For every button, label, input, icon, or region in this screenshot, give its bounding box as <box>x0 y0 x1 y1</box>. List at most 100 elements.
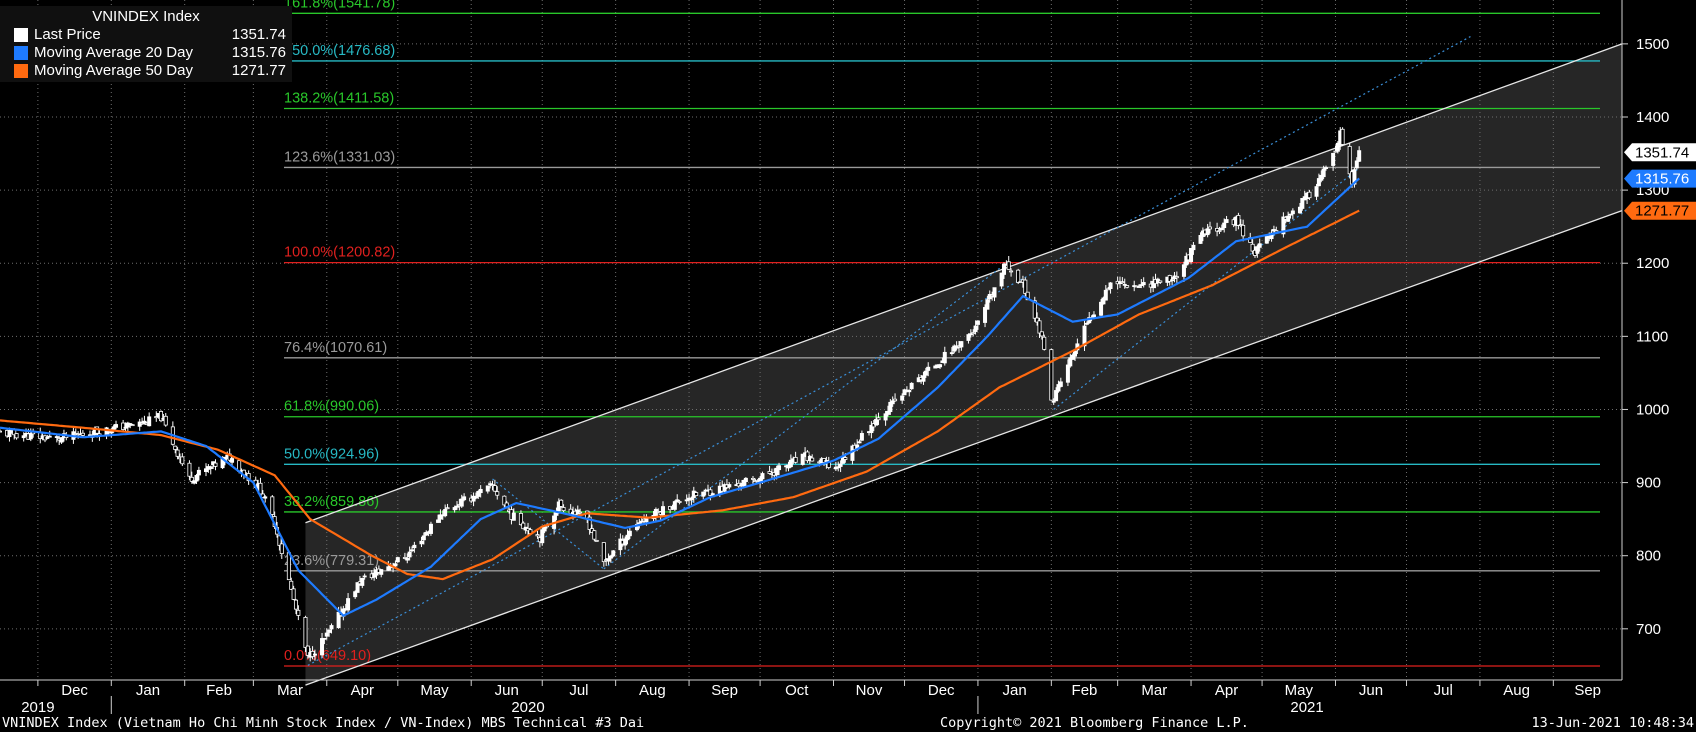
candle-body <box>777 465 782 471</box>
candle-body <box>355 582 360 593</box>
candle-body <box>303 616 308 648</box>
candle-body <box>559 499 564 507</box>
ma20-line <box>0 177 1360 618</box>
candle-body <box>114 424 119 428</box>
candle-body <box>445 507 450 510</box>
candle-body <box>123 426 128 429</box>
candle-body <box>258 482 263 495</box>
candle-body <box>1016 269 1021 283</box>
candle-body <box>412 544 417 549</box>
fib-level-label: 100.0%(1200.82) <box>284 245 395 261</box>
candle-body <box>625 534 630 541</box>
trend-line <box>307 36 1471 666</box>
candle-body <box>1264 235 1269 244</box>
candle-body <box>1065 364 1070 383</box>
candle-body <box>293 599 298 610</box>
chart-title: VNINDEX Index <box>92 8 200 25</box>
candle-body <box>1181 264 1186 277</box>
candle-body <box>876 417 881 421</box>
candle-body <box>163 415 168 426</box>
x-month-label: Jun <box>495 682 519 699</box>
candle-body <box>154 416 159 419</box>
candle-body <box>968 333 973 336</box>
candle-body <box>971 332 976 335</box>
candle-body <box>128 423 133 425</box>
fib-level-label: 76.4%(1070.61) <box>284 340 387 356</box>
candle-body <box>1335 142 1340 152</box>
candle-body <box>488 483 493 486</box>
candle-body <box>511 512 516 521</box>
candle-body <box>1189 248 1194 263</box>
candle-body <box>28 433 33 440</box>
candle-body <box>888 401 893 413</box>
candle-body <box>1037 320 1042 334</box>
legend-value: 1315.76 <box>231 44 286 61</box>
candle-body <box>694 492 699 497</box>
fib-level-label: 38.2%(859.86) <box>284 494 379 510</box>
candle-body <box>750 477 755 480</box>
y-tick-label: 1000 <box>1636 401 1669 418</box>
candle-body <box>192 480 197 484</box>
legend-value: 1351.74 <box>231 26 286 43</box>
candle-body <box>1106 288 1111 291</box>
candle-body <box>175 449 180 457</box>
y-tick-label: 1400 <box>1636 109 1669 126</box>
candle-body <box>473 496 478 499</box>
candle-body <box>1158 280 1163 283</box>
candle-body <box>173 445 178 450</box>
candle-body <box>653 508 658 517</box>
candle-body <box>147 416 152 427</box>
candle-body <box>159 411 164 422</box>
candle-body <box>923 370 928 376</box>
candle-body <box>568 508 573 515</box>
candle-body <box>883 413 888 421</box>
candle-body <box>788 459 793 468</box>
candle-body <box>312 653 317 656</box>
candle-body <box>1241 224 1246 237</box>
candle-body <box>743 477 748 482</box>
candle-body <box>14 433 19 439</box>
candle-body <box>1281 216 1286 235</box>
legend-value: 1271.77 <box>231 62 286 79</box>
candle-body <box>21 435 26 439</box>
legend-swatch-ma20 <box>14 46 28 60</box>
candle-body <box>859 433 864 441</box>
candle-body <box>230 458 235 463</box>
candle-body <box>476 491 481 497</box>
candle-body <box>54 436 59 438</box>
candle-body <box>1191 244 1196 251</box>
candle-body <box>1255 246 1260 254</box>
candle-body <box>471 495 476 502</box>
candle-body <box>320 638 325 656</box>
candle-body <box>0 430 3 433</box>
candle-body <box>452 507 457 511</box>
candle-body <box>194 475 199 482</box>
legend-item-last-price: Last Price 1351.74 <box>0 26 292 44</box>
candle-body <box>1288 213 1293 216</box>
candle-body <box>1250 243 1255 252</box>
channel-upper-line <box>305 43 1623 524</box>
candle-body <box>1082 325 1087 347</box>
candle-body <box>952 345 957 352</box>
x-year-label: 2021 <box>1290 699 1323 716</box>
legend-item-ma20: Moving Average 20 Day 1315.76 <box>0 44 292 62</box>
candle-body <box>289 580 294 590</box>
candle-body <box>535 534 540 537</box>
candle-body <box>263 496 268 499</box>
candle-body <box>1009 270 1014 273</box>
candle-body <box>279 543 284 555</box>
fib-level-label: 138.2%(1411.58) <box>284 91 394 107</box>
x-month-label: Sep <box>711 682 738 699</box>
candle-body <box>1354 160 1359 169</box>
candle-body <box>296 609 301 616</box>
price-tag <box>1624 169 1696 188</box>
candle-body <box>419 540 424 545</box>
candle-body <box>45 437 50 439</box>
candle-body <box>1001 263 1006 275</box>
candle-body <box>973 325 978 332</box>
x-year-label: 2019 <box>21 699 54 716</box>
candle-body <box>327 629 332 633</box>
candle-body <box>305 645 310 656</box>
price-tag-label: 1315.76 <box>1635 171 1689 188</box>
candle-body <box>443 509 448 517</box>
